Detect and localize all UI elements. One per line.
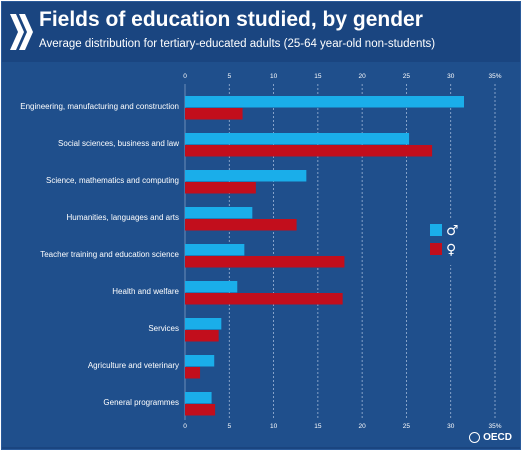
male-bar (185, 281, 238, 293)
category-label: Science, mathematics and computing (46, 176, 179, 185)
category-label: Agriculture and veterinary (88, 361, 179, 370)
category-label: Social sciences, business and law (58, 139, 179, 148)
male-bar (185, 133, 410, 145)
male-bar (185, 244, 245, 256)
oecd-logo-text: OECD (483, 432, 512, 443)
legend-swatch (430, 224, 442, 236)
top-tick-label-25: 25 (403, 73, 411, 80)
bottom-tick-label-5: 5 (227, 423, 231, 430)
top-tick-label-30: 30 (447, 73, 455, 80)
male-bar (185, 170, 307, 182)
top-tick-label-15: 15 (314, 73, 322, 80)
bar-chart: 0 0 5 5 10 10 15 15 20 20 25 25 30 30 35% 35% Engineerin… (20, 73, 501, 430)
legend-label: ♀ (446, 242, 456, 258)
male-bar (185, 207, 253, 219)
male-bar (185, 392, 212, 404)
male-bar (185, 96, 464, 108)
female-bar (185, 182, 256, 194)
plot-area: 0 0 5 5 10 10 15 15 20 20 25 25 30 30 35% 35% Engineerin… (2, 62, 520, 447)
bottom-tick-label-15: 15 (314, 423, 322, 430)
category-label: Teacher training and education science (40, 250, 179, 259)
female-bar (185, 293, 343, 305)
female-bar (185, 108, 243, 120)
female-bar (185, 367, 201, 379)
legend-swatch (430, 243, 442, 255)
top-tick-label-5: 5 (227, 73, 231, 80)
chart-header: Fields of education studied, by gender A… (2, 2, 520, 62)
category-label: Humanities, languages and arts (66, 213, 179, 222)
female-bar (185, 145, 433, 157)
bottom-tick-label-35: 35% (488, 423, 501, 430)
female-bar (185, 404, 216, 416)
top-tick-label-35: 35% (488, 73, 501, 80)
chart-title: Fields of education studied, by gender (39, 8, 423, 31)
bottom-tick-label-20: 20 (359, 423, 367, 430)
male-bar (185, 318, 222, 330)
bottom-tick-label-10: 10 (270, 423, 278, 430)
legend-label: ♂ (446, 223, 459, 239)
top-tick-label-20: 20 (359, 73, 367, 80)
male-bar (185, 355, 215, 367)
chevron-logo-icon (10, 14, 33, 50)
female-bar (185, 330, 219, 342)
category-label: Services (148, 324, 179, 333)
top-tick-label-0: 0 (183, 73, 187, 80)
female-bar (185, 256, 345, 268)
chart-subtitle: Average distribution for tertiary-educat… (39, 38, 436, 50)
bottom-tick-label-25: 25 (403, 423, 411, 430)
oecd-globe-icon (469, 432, 481, 443)
bottom-tick-label-30: 30 (447, 423, 455, 430)
category-label: Health and welfare (112, 287, 179, 296)
female-bar (185, 219, 297, 231)
bottom-tick-label-0: 0 (183, 423, 187, 430)
top-tick-label-10: 10 (270, 73, 278, 80)
category-label: Engineering, manufacturing and construct… (20, 102, 179, 111)
oecd-logo: OECD (469, 432, 512, 443)
category-label: General programmes (103, 398, 179, 407)
